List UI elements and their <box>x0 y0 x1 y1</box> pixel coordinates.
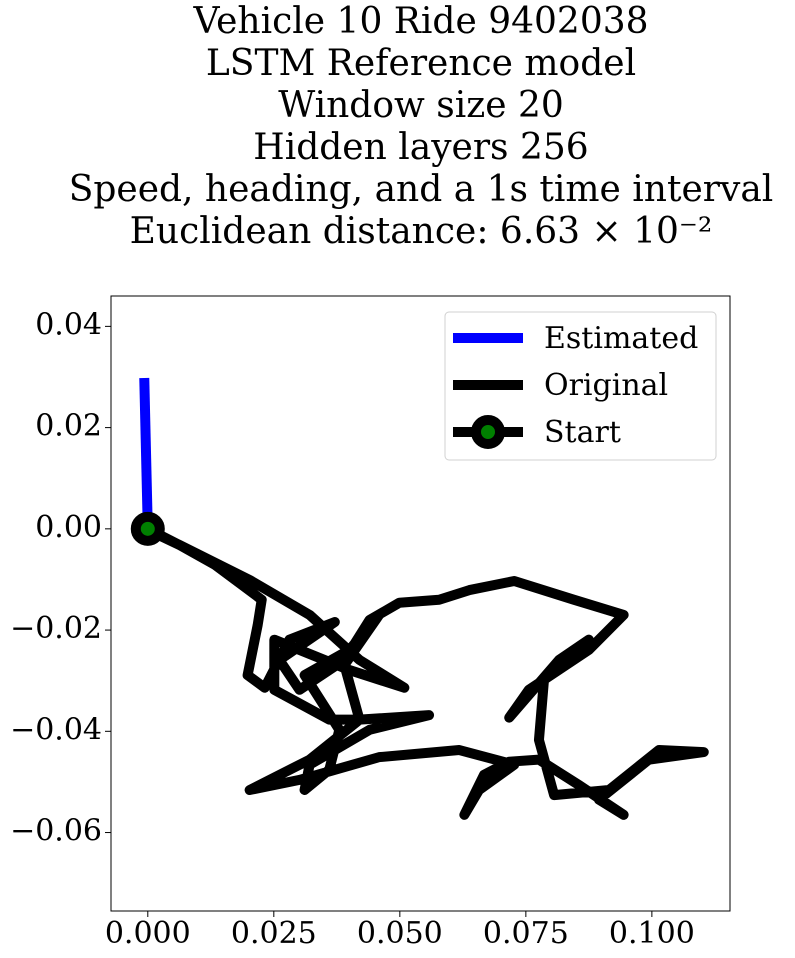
x-tick-label: 0.000 <box>105 916 191 951</box>
y-tick-label: −0.02 <box>10 611 102 646</box>
x-tick-label: 0.025 <box>231 916 317 951</box>
y-tick-label: 0.02 <box>35 409 102 444</box>
plot <box>130 377 709 820</box>
plot-frame <box>110 295 731 912</box>
series-line <box>142 523 709 820</box>
series-line <box>139 377 153 529</box>
y-tick-label: −0.06 <box>10 814 102 849</box>
x-tick-label: 0.050 <box>357 916 443 951</box>
y-tick-label: 0.04 <box>35 307 102 342</box>
start-marker <box>130 511 165 546</box>
legend-label: Estimated <box>544 321 698 356</box>
chart-title: Euclidean distance: 6.63 × 10⁻² <box>130 211 713 252</box>
chart-title: Speed, heading, and a 1s time interval <box>69 169 774 210</box>
y-tick-label: −0.04 <box>10 712 102 747</box>
chart-title: Vehicle 10 Ride 9402038 <box>192 1 648 42</box>
y-tick-label: 0.00 <box>35 510 102 545</box>
legend-label: Original <box>544 368 668 403</box>
x-tick-label: 0.075 <box>483 916 569 951</box>
chart-title: Hidden layers 256 <box>253 127 588 168</box>
legend-box <box>444 311 717 461</box>
legend-marker <box>471 415 505 449</box>
legend-label: Start <box>544 415 621 450</box>
x-tick-label: 0.100 <box>609 916 695 951</box>
chart-title: Window size 20 <box>278 85 564 126</box>
chart-title: LSTM Reference model <box>206 43 636 84</box>
